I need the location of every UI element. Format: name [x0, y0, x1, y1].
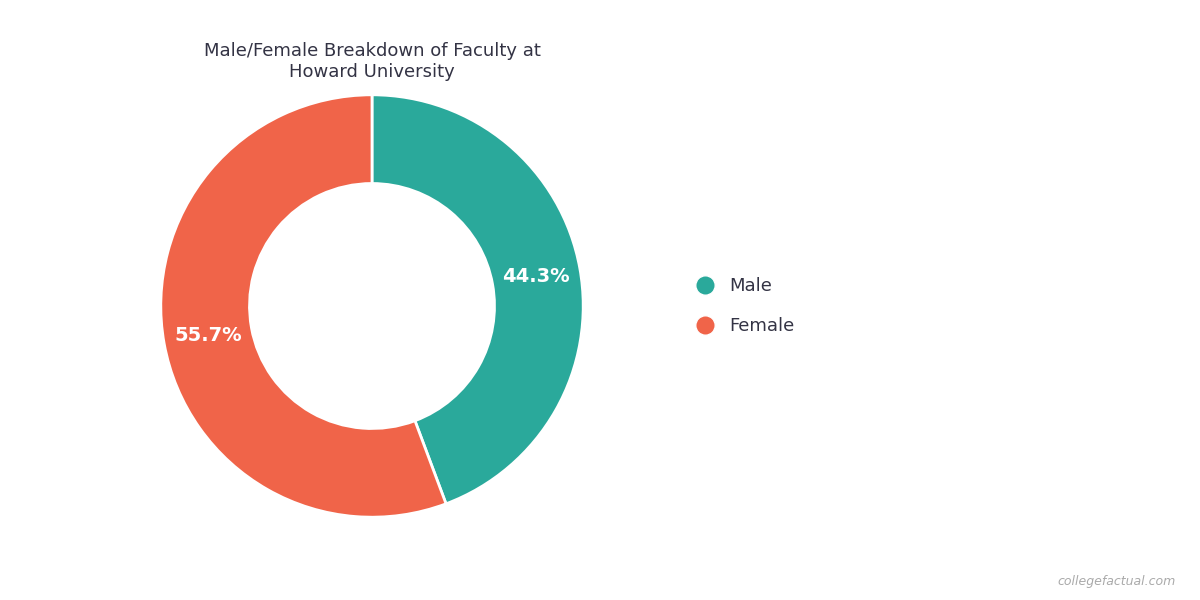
Text: collegefactual.com: collegefactual.com	[1057, 575, 1176, 588]
Legend: Male, Female: Male, Female	[688, 268, 803, 344]
Text: 44.3%: 44.3%	[503, 267, 570, 286]
Text: Male/Female Breakdown of Faculty at
Howard University: Male/Female Breakdown of Faculty at Howa…	[204, 42, 540, 81]
Text: 55.7%: 55.7%	[174, 326, 241, 345]
Wedge shape	[372, 95, 583, 504]
Wedge shape	[161, 95, 446, 517]
